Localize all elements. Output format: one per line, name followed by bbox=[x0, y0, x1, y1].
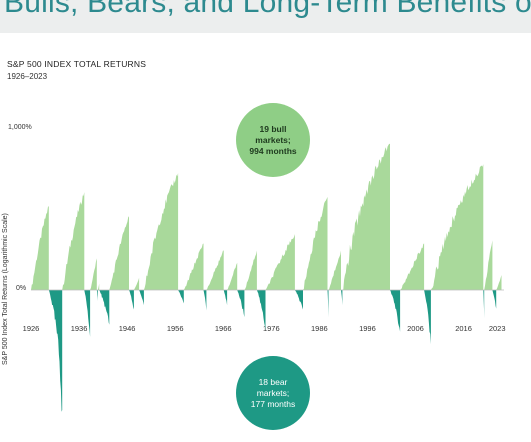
bull-markets-bubble: 19 bull markets; 994 months bbox=[236, 103, 310, 177]
x-tick-label: 1966 bbox=[214, 324, 232, 333]
bull-market-area bbox=[430, 164, 484, 290]
bear-market-area bbox=[237, 290, 245, 318]
bull-market-area bbox=[328, 250, 341, 290]
bear-market-area bbox=[84, 290, 91, 337]
bear-market-area bbox=[483, 290, 485, 319]
bull-market-area bbox=[206, 250, 224, 290]
bull-market-area bbox=[143, 173, 179, 290]
bull-market-area bbox=[342, 143, 390, 290]
bull-bubble-line: 994 months bbox=[249, 145, 297, 156]
bull-market-area bbox=[62, 192, 85, 290]
bear-market-area bbox=[294, 290, 303, 310]
bear-market-area bbox=[99, 290, 110, 325]
bear-market-area bbox=[223, 290, 228, 306]
bear-market-area bbox=[48, 290, 63, 412]
bull-bubble-line: markets; bbox=[255, 134, 291, 145]
bull-market-area bbox=[227, 262, 238, 290]
bull-market-area bbox=[303, 196, 328, 290]
bull-market-area bbox=[400, 243, 425, 290]
x-tick-label: 2006 bbox=[407, 324, 424, 333]
bull-market-area bbox=[133, 277, 140, 290]
x-tick-label: 1956 bbox=[166, 324, 184, 333]
y-tick-label: 1,000% bbox=[8, 124, 32, 131]
bear-market-area bbox=[96, 290, 98, 301]
y-tick-label: 0% bbox=[16, 285, 27, 292]
x-tick-label: 2023 bbox=[488, 324, 506, 333]
bull-market-area bbox=[183, 243, 204, 290]
bull-market-area bbox=[484, 240, 493, 290]
bull-market-area bbox=[265, 234, 295, 290]
bear-market-area bbox=[390, 290, 401, 332]
bull-market-area bbox=[31, 205, 49, 290]
bear-markets-bubble: 18 bear markets; 177 months bbox=[236, 356, 310, 430]
x-tick-label: 1926 bbox=[22, 324, 40, 333]
x-tick-label: 1986 bbox=[311, 324, 328, 333]
bull-market-area bbox=[90, 258, 97, 290]
bear-market-area bbox=[327, 290, 329, 318]
bear-bubble-line: markets; bbox=[256, 387, 290, 398]
x-tick-label: 2016 bbox=[455, 324, 472, 333]
bear-market-area bbox=[203, 290, 207, 311]
x-tick-label: 1936 bbox=[70, 324, 88, 333]
chart-title: S&P 500 INDEX TOTAL RETURNS bbox=[7, 59, 147, 69]
bear-market-area bbox=[424, 290, 431, 345]
bear-market-area bbox=[256, 290, 266, 331]
bear-bubble-line: 177 months bbox=[250, 398, 296, 409]
x-tick-label: 1996 bbox=[359, 324, 376, 333]
bear-market-area bbox=[492, 290, 497, 309]
bull-market-area bbox=[496, 275, 502, 290]
bull-market-area bbox=[244, 250, 257, 290]
bear-market-area bbox=[341, 290, 343, 306]
bull-bubble-line: 19 bull bbox=[259, 123, 287, 134]
bear-market-area bbox=[129, 290, 134, 310]
page-title: Bulls, Bears, and Long-Term Benefits of … bbox=[4, 0, 531, 19]
bear-market-area bbox=[139, 290, 144, 306]
bull-market-area bbox=[109, 216, 129, 290]
bear-bubble-line: 18 bear bbox=[258, 376, 288, 387]
header-band: Bulls, Bears, and Long-Term Benefits of … bbox=[0, 0, 531, 33]
bear-market-area bbox=[178, 290, 184, 304]
x-tick-label: 1946 bbox=[118, 324, 136, 333]
x-tick-label: 1976 bbox=[262, 324, 280, 333]
chart-subtitle: 1926–2023 bbox=[7, 72, 48, 81]
bull-market-area bbox=[97, 283, 100, 290]
